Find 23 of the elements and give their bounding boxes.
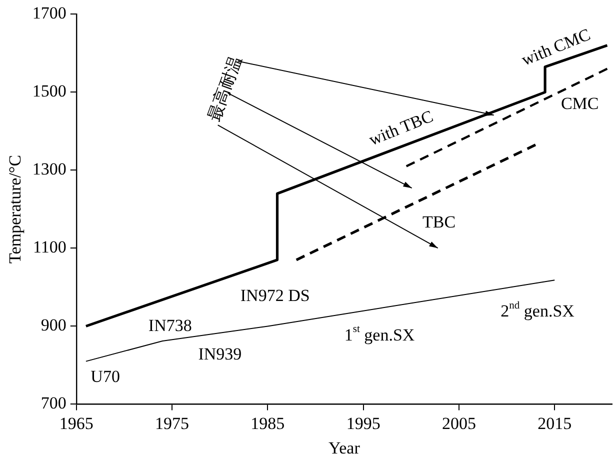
annotation: IN972 DS xyxy=(240,286,310,306)
y-tick-label: 700 xyxy=(40,394,66,413)
y-tick-label: 1700 xyxy=(32,4,66,23)
y-axis-title: Temperature/°C xyxy=(6,154,25,264)
x-tick-label: 1995 xyxy=(346,414,380,433)
annotation: CMC xyxy=(560,94,599,113)
y-tick-label: 900 xyxy=(40,316,66,335)
y-tick-label: 1500 xyxy=(32,82,66,101)
x-tick-label: 1965 xyxy=(59,414,94,433)
x-tick-label: 1975 xyxy=(155,414,190,433)
annotation: IN939 xyxy=(198,344,242,364)
x-tick-label: 1985 xyxy=(250,414,285,433)
annotation: with CMC xyxy=(518,24,593,70)
annotation: 最高耐温 xyxy=(204,54,246,124)
x-axis-title: Year xyxy=(328,438,360,458)
y-tick-label: 1100 xyxy=(33,238,66,257)
annotation: TBC xyxy=(422,212,456,232)
annotation: with TBC xyxy=(366,106,436,150)
annotation: U70 xyxy=(90,367,120,386)
x-tick-label: 2015 xyxy=(538,414,572,433)
x-tick-label: 2005 xyxy=(442,414,476,433)
annotation: IN738 xyxy=(148,316,192,336)
y-tick-label: 1300 xyxy=(32,160,66,179)
